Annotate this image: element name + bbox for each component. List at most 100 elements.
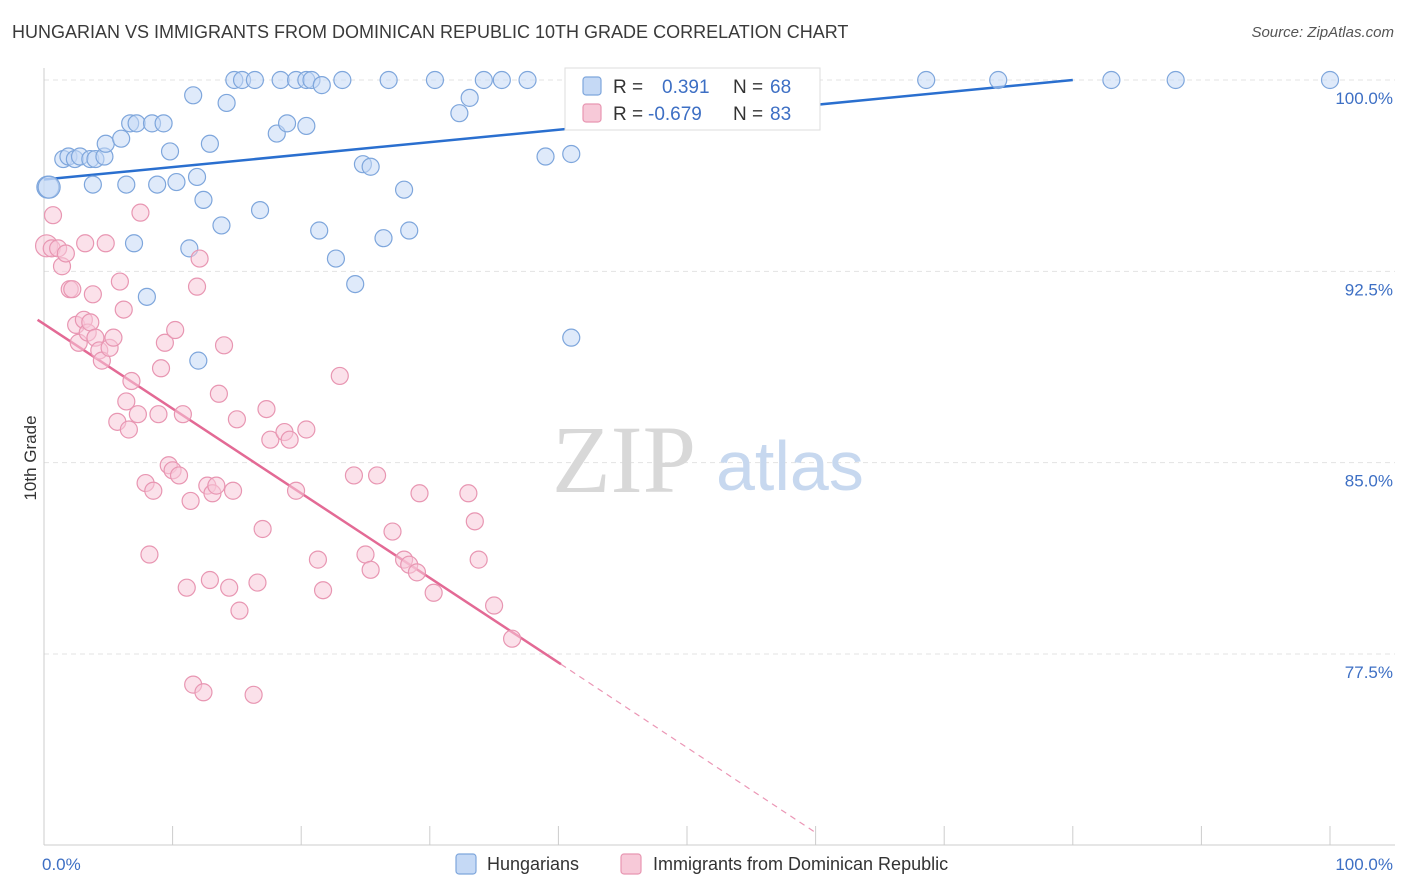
stats-n-label-blue: N = bbox=[733, 77, 763, 98]
point-dominican-81 bbox=[503, 629, 522, 648]
stats-swatch-blue bbox=[582, 76, 602, 96]
point-dominican-27 bbox=[131, 203, 150, 222]
point-hungarians-9 bbox=[83, 175, 102, 194]
point-hungarians-14 bbox=[127, 114, 146, 133]
point-hungarians-39 bbox=[310, 221, 329, 240]
legend-swatch-dominican bbox=[620, 853, 642, 875]
point-hungarians-40 bbox=[326, 249, 346, 268]
stats-legend-box bbox=[564, 67, 821, 131]
point-hungarians-11 bbox=[112, 129, 131, 148]
point-hungarians-47 bbox=[394, 180, 414, 199]
y-tick-label-2: 85.0% bbox=[1345, 472, 1393, 491]
point-dominican-13 bbox=[83, 285, 102, 304]
point-hungarians-50 bbox=[450, 104, 469, 123]
point-hungarians-12 bbox=[117, 175, 136, 194]
point-dominican-49 bbox=[209, 384, 228, 403]
point-dominican-22 bbox=[114, 300, 133, 319]
point-hungarians-38 bbox=[312, 76, 331, 95]
point-dominican-62 bbox=[286, 481, 306, 500]
point-dominican-2 bbox=[43, 206, 63, 225]
point-dominican-36 bbox=[166, 320, 185, 340]
point-hungarians-56 bbox=[562, 144, 581, 164]
point-dominican-74 bbox=[407, 563, 427, 582]
point-hungarians-18 bbox=[160, 142, 180, 161]
stats-swatch-pink bbox=[582, 103, 602, 123]
point-hungarians-16 bbox=[154, 114, 173, 133]
point-hungarians-44 bbox=[361, 157, 380, 176]
point-dominican-21 bbox=[110, 272, 129, 291]
point-hungarians-54 bbox=[518, 70, 537, 90]
stats-legend: R = 0.391 N = 68 R = -0.679 N = 83 bbox=[564, 67, 821, 131]
y-tick-labels: 100.0% 92.5% 85.0% 77.5% bbox=[1335, 89, 1393, 682]
stats-n-value-pink: 83 bbox=[770, 104, 791, 125]
point-hungarians-55 bbox=[536, 147, 555, 166]
legend-swatch-hungarians bbox=[455, 853, 477, 875]
point-dominican-78 bbox=[465, 512, 484, 531]
point-dominican-31 bbox=[149, 405, 168, 424]
point-hungarians-52 bbox=[474, 70, 493, 90]
point-hungarians-37 bbox=[297, 116, 316, 136]
point-hungarians-31 bbox=[271, 70, 290, 90]
point-dominican-43 bbox=[190, 249, 209, 268]
point-hungarians-29 bbox=[245, 70, 265, 90]
legend-label-dominican: Immigrants from Dominican Republic bbox=[653, 854, 948, 874]
point-dominican-25 bbox=[122, 371, 141, 391]
point-hungarians-1 bbox=[37, 175, 61, 199]
legend-label-hungarians: Hungarians bbox=[487, 854, 579, 874]
point-hungarians-10 bbox=[96, 134, 115, 153]
x-tick-labels: 0.0% 100.0% bbox=[42, 855, 1393, 874]
point-hungarians-64 bbox=[1320, 70, 1340, 90]
axes bbox=[43, 68, 1395, 846]
point-dominican-57 bbox=[253, 519, 272, 539]
point-dominican-54 bbox=[230, 601, 249, 620]
point-dominican-23 bbox=[117, 392, 136, 411]
stats-r-value-pink: -0.679 bbox=[648, 104, 702, 125]
point-dominican-30 bbox=[144, 481, 163, 500]
point-dominican-37 bbox=[169, 466, 189, 485]
y-axis-title: 10th Grade bbox=[21, 415, 40, 500]
point-dominican-76 bbox=[424, 583, 443, 602]
point-dominican-67 bbox=[344, 466, 364, 485]
point-hungarians-45 bbox=[374, 229, 393, 248]
point-dominican-46 bbox=[200, 570, 219, 590]
point-dominican-82 bbox=[76, 234, 95, 253]
point-hungarians-41 bbox=[333, 70, 352, 90]
point-hungarians-33 bbox=[277, 114, 297, 133]
data-points bbox=[34, 70, 1340, 704]
watermark-atlas: atlas bbox=[716, 427, 864, 505]
point-dominican-19 bbox=[104, 328, 123, 347]
point-dominican-51 bbox=[220, 578, 239, 597]
point-dominican-39 bbox=[177, 578, 196, 597]
point-dominican-68 bbox=[356, 545, 375, 564]
point-hungarians-22 bbox=[187, 167, 207, 187]
point-dominican-50 bbox=[214, 336, 234, 355]
point-dominican-64 bbox=[308, 550, 328, 569]
point-dominican-38 bbox=[173, 405, 192, 424]
point-dominican-55 bbox=[244, 685, 263, 704]
point-hungarians-62 bbox=[1102, 70, 1121, 90]
point-hungarians-66 bbox=[124, 234, 144, 253]
trend-line-dominican-extension bbox=[560, 663, 816, 834]
series-legend: Hungarians Immigrants from Dominican Rep… bbox=[455, 853, 948, 875]
point-dominican-33 bbox=[155, 333, 174, 352]
point-dominican-12 bbox=[81, 313, 100, 332]
point-dominican-77 bbox=[459, 484, 478, 503]
point-dominican-63 bbox=[297, 420, 316, 439]
point-hungarians-49 bbox=[425, 70, 445, 90]
watermark: ZIP atlas bbox=[552, 406, 864, 513]
y-tick-label-0: 100.0% bbox=[1335, 89, 1393, 108]
point-dominican-69 bbox=[361, 560, 380, 579]
point-hungarians-51 bbox=[460, 88, 479, 107]
point-dominican-48 bbox=[207, 476, 226, 495]
stats-n-label-pink: N = bbox=[733, 104, 763, 125]
x-tick-label-1: 100.0% bbox=[1335, 855, 1393, 874]
point-dominican-32 bbox=[151, 359, 171, 378]
point-dominican-66 bbox=[330, 366, 349, 386]
point-dominican-65 bbox=[313, 581, 333, 600]
point-dominican-40 bbox=[181, 491, 200, 511]
point-hungarians-42 bbox=[346, 274, 365, 294]
stats-n-value-blue: 68 bbox=[770, 77, 791, 98]
point-hungarians-24 bbox=[200, 134, 219, 153]
point-dominican-29 bbox=[140, 545, 159, 564]
